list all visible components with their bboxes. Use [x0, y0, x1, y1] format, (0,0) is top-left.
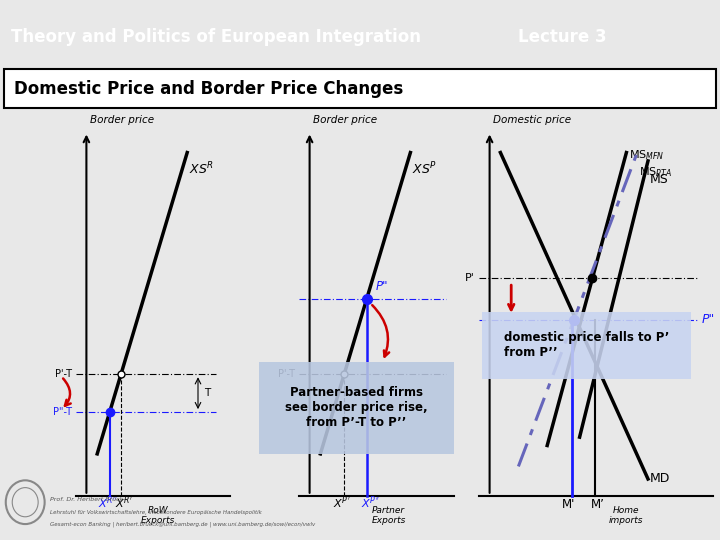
Text: Border price: Border price	[313, 115, 377, 125]
Text: XS$^R$: XS$^R$	[189, 161, 213, 178]
Text: Lehrstuhl für Volkswirtschaftslehre, insbesondere Europäische Handelspolitik: Lehrstuhl für Volkswirtschaftslehre, ins…	[50, 510, 262, 515]
FancyBboxPatch shape	[259, 362, 454, 454]
Text: Partner-based firms
see border price rise,
from P’-T to P’’: Partner-based firms see border price ris…	[285, 386, 428, 429]
Text: Border price: Border price	[90, 115, 154, 125]
Text: P'-T: P'-T	[55, 369, 72, 380]
Text: Domestic price: Domestic price	[493, 115, 572, 125]
Text: P": P"	[375, 280, 388, 293]
Text: domestic price falls to P’
from P’’: domestic price falls to P’ from P’’	[504, 331, 670, 359]
Text: Domestic Price and Border Price Changes: Domestic Price and Border Price Changes	[14, 79, 403, 98]
Text: P": P"	[702, 313, 715, 327]
Text: Home
imports: Home imports	[609, 505, 644, 525]
Text: MS: MS	[649, 173, 668, 186]
Text: RoW
Exports: RoW Exports	[141, 505, 176, 525]
Text: $X^{R''}$: $X^{R''}$	[98, 495, 117, 511]
FancyBboxPatch shape	[4, 69, 716, 108]
Text: Prof. Dr. Heribert Brück-: Prof. Dr. Heribert Brück-	[50, 497, 126, 502]
Text: MS$_{MFN}$: MS$_{MFN}$	[629, 148, 664, 162]
Text: $X^{P'}$: $X^{P'}$	[333, 495, 351, 511]
Text: P': P'	[465, 273, 475, 283]
Text: Gesamt-econ Banking | heribert.brueck@uni.bamberg.de | www.uni.bamberg.de/sowi/e: Gesamt-econ Banking | heribert.brueck@un…	[50, 522, 315, 527]
Text: MS$_{PTA}$: MS$_{PTA}$	[639, 165, 672, 179]
Text: Theory and Politics of European Integration: Theory and Politics of European Integrat…	[11, 28, 420, 46]
Text: $X^{R'}$: $X^{R'}$	[115, 495, 134, 511]
Text: MD: MD	[649, 472, 670, 485]
Text: T: T	[204, 388, 210, 398]
Text: M’: M’	[591, 498, 605, 511]
Text: Lecture 3: Lecture 3	[518, 28, 607, 46]
Text: Partner
Exports: Partner Exports	[372, 505, 406, 525]
Text: $X^{P''}$: $X^{P''}$	[361, 495, 379, 511]
FancyBboxPatch shape	[482, 312, 691, 379]
Text: P"-T: P"-T	[53, 407, 72, 417]
Text: M': M'	[562, 498, 575, 511]
Text: P'-T: P'-T	[278, 369, 295, 380]
Text: XS$^P$: XS$^P$	[412, 161, 436, 178]
